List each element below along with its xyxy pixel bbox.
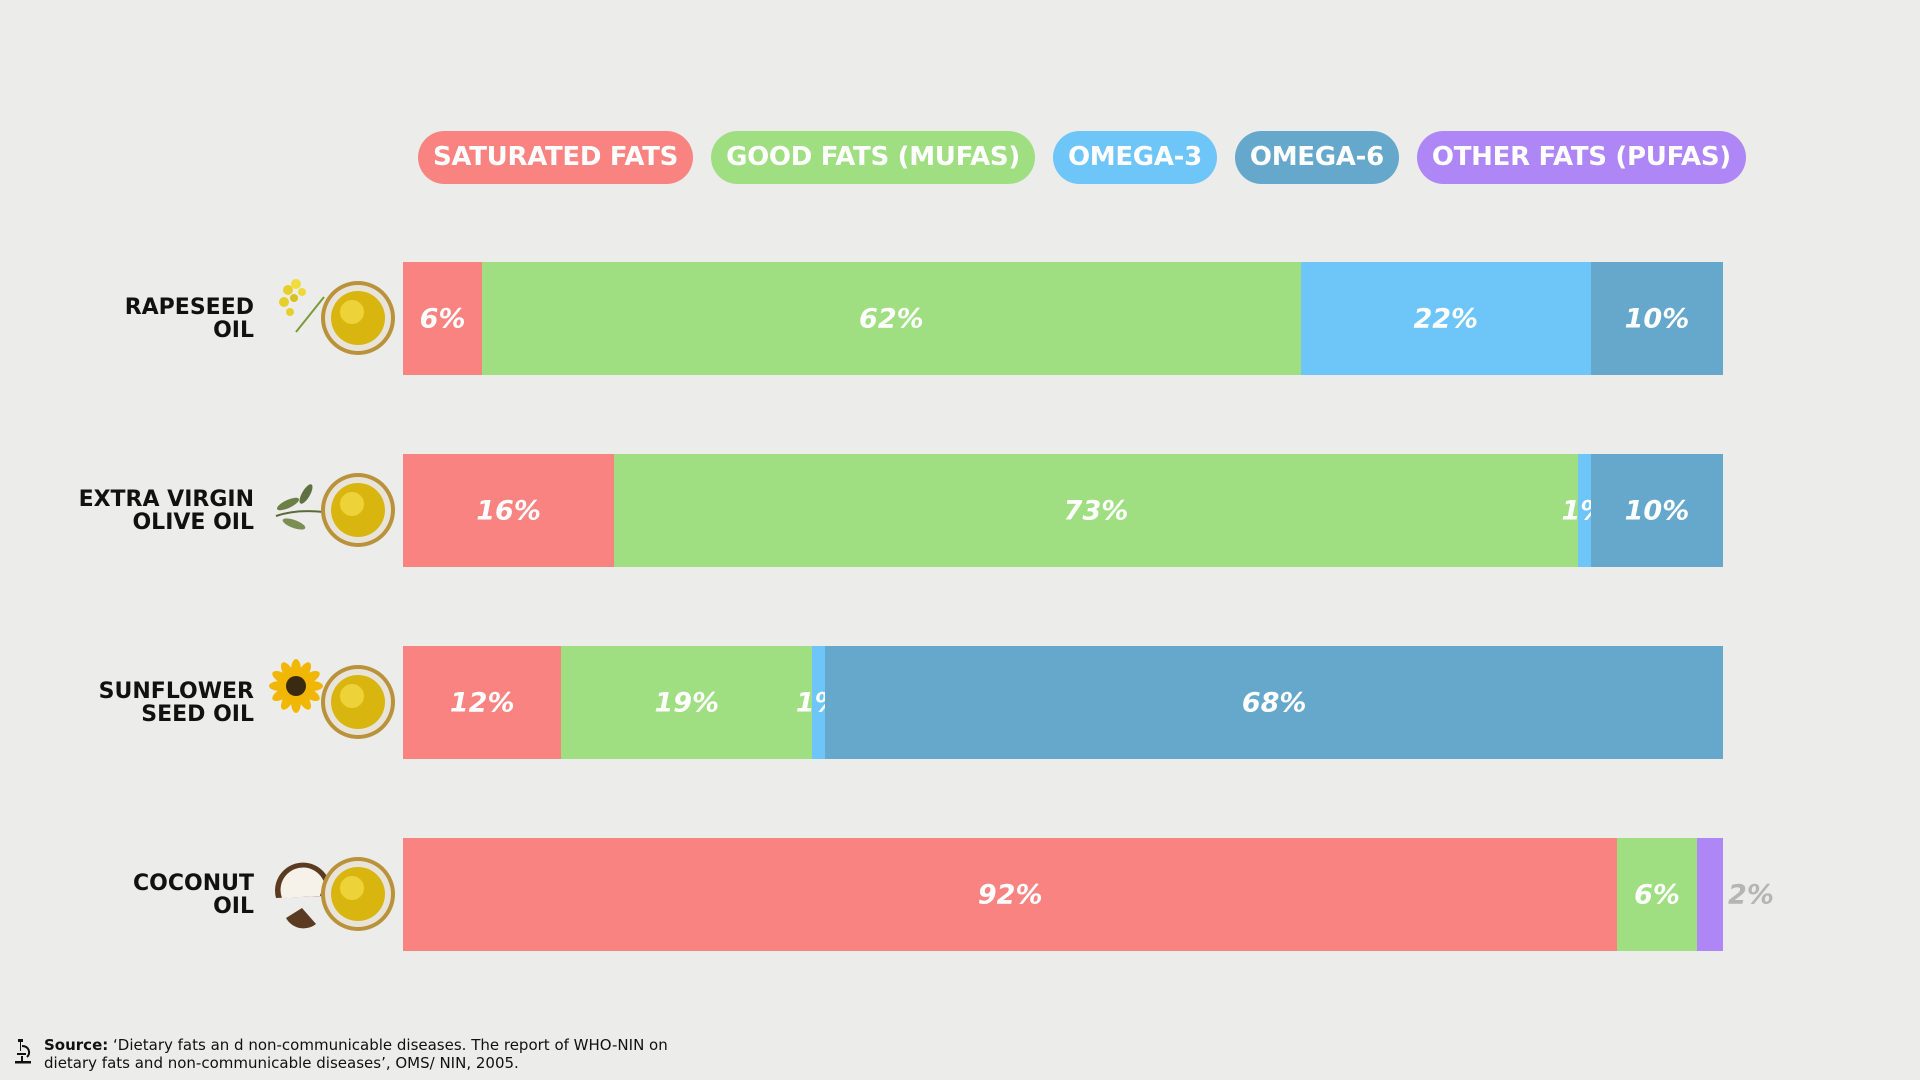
data-label: 10% <box>1624 495 1690 526</box>
data-label: 68% <box>1241 687 1307 718</box>
data-label: 6% <box>1634 879 1680 910</box>
chart-row: SUNFLOWER SEED OIL 12% 19% 1% 68% <box>0 646 1920 759</box>
coconut-oil-icon <box>266 838 406 951</box>
category-label: RAPESEED OIL <box>124 294 254 343</box>
bar-segment: 6% <box>1617 838 1697 951</box>
data-label: 16% <box>476 495 541 526</box>
category-label: EXTRA VIRGIN OLIVE OIL <box>78 486 254 535</box>
bar-segment: 10% <box>1590 454 1723 567</box>
bar-segment: 2% <box>1696 838 1774 951</box>
chart-row: EXTRA VIRGIN OLIVE OIL 16% 73% 1% 10% <box>0 454 1920 567</box>
legend-item: OMEGA-3 <box>1052 131 1217 184</box>
bar-segment: 10% <box>1590 262 1723 375</box>
stacked-bar: 16% 73% 1% 10% <box>403 454 1723 567</box>
data-label: 22% <box>1413 303 1479 334</box>
data-label: 12% <box>449 687 515 718</box>
microscope-icon <box>15 1039 31 1064</box>
stacked-bar: 6% 62% 22% 10% <box>403 262 1723 375</box>
bar-segment: 68% <box>825 646 1723 759</box>
bar-segment: 19% <box>561 646 813 759</box>
legend-item: OMEGA-6 <box>1234 131 1399 184</box>
bar-segment: 92% <box>403 838 1618 951</box>
bar-segment: 6% <box>403 262 483 375</box>
olive-oil-icon <box>266 454 406 567</box>
chart-row: RAPESEED OIL 6% 62% 22% 10% <box>0 262 1920 375</box>
source-footer: Source: ‘Dietary fats an d non-communica… <box>12 1036 684 1072</box>
data-label: 6% <box>419 303 466 334</box>
bar-segment: 1% <box>1561 454 1607 567</box>
data-label: 2% <box>1728 879 1774 910</box>
bar-segment: 1% <box>796 646 842 759</box>
data-label: 62% <box>859 303 924 334</box>
data-label: 92% <box>977 879 1043 910</box>
bar-segment: 22% <box>1300 262 1591 375</box>
legend-item: GOOD FATS (MUFAS) <box>711 131 1035 184</box>
source-title: Source: <box>44 1036 109 1054</box>
legend-item: OTHER FATS (PUFAS) <box>1416 131 1746 184</box>
bar-segment: 73% <box>614 454 1578 567</box>
bar-segment: 62% <box>482 262 1301 375</box>
bar-segment: 12% <box>403 646 562 759</box>
rapeseed-oil-icon <box>266 262 406 375</box>
bar-segment: 16% <box>403 454 615 567</box>
stacked-bar: 12% 19% 1% 68% <box>403 646 1723 759</box>
chart-row: COCONUT OIL 92% 6% 2% <box>0 838 1920 951</box>
source-text: Source: ‘Dietary fats an d non-communica… <box>44 1036 684 1072</box>
stacked-bar: 92% 6% 2% <box>403 838 1774 951</box>
category-label: COCONUT OIL <box>133 870 254 919</box>
legend-item: SATURATED FATS <box>418 131 694 184</box>
legend: SATURATED FATS GOOD FATS (MUFAS) OMEGA-3 OM… <box>418 131 1746 184</box>
category-label: SUNFLOWER SEED OIL <box>98 678 254 727</box>
sunflower-oil-icon <box>266 646 406 759</box>
source-citation: ‘Dietary fats an d non-communicable dise… <box>44 1036 668 1072</box>
data-label: 73% <box>1063 495 1129 526</box>
data-label: 10% <box>1624 303 1690 334</box>
data-label: 19% <box>654 687 720 718</box>
